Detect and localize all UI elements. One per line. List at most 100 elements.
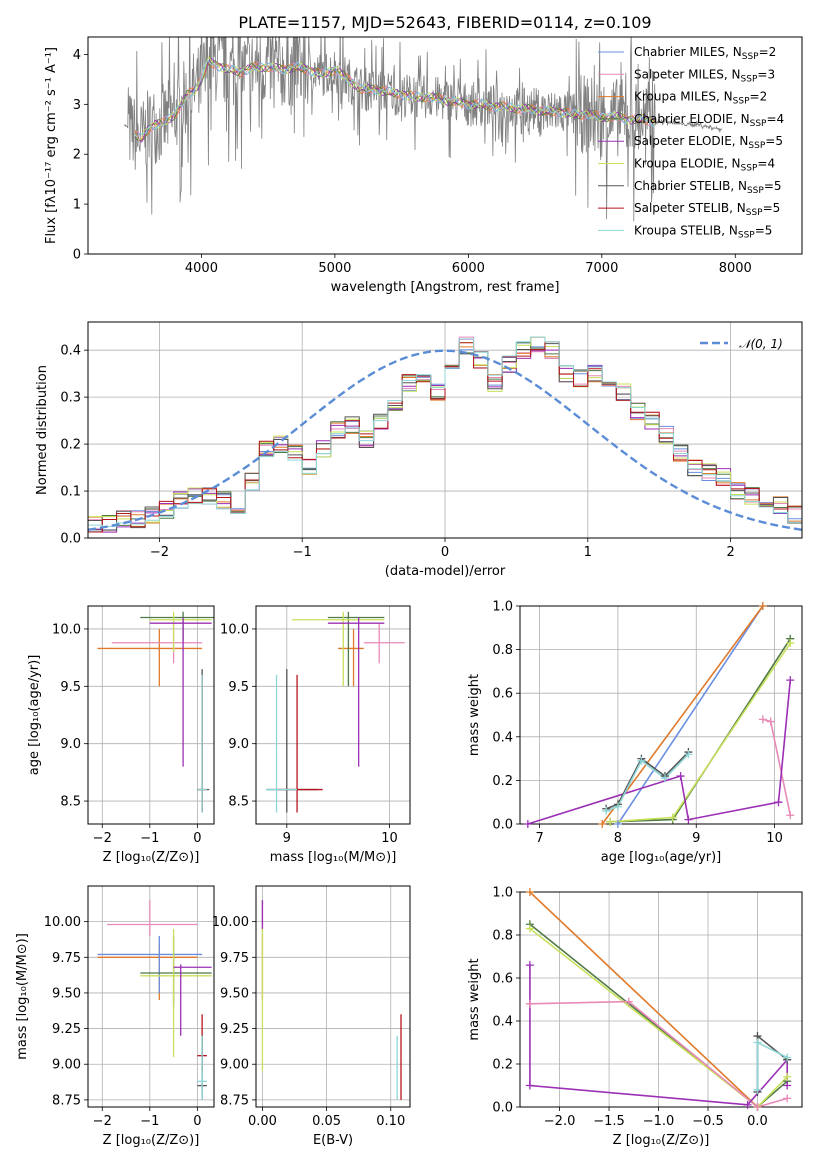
x-axis-label: (data-model)/error: [385, 564, 506, 579]
legend-count: =5: [765, 134, 783, 148]
x-tick-label: 1: [584, 545, 592, 560]
y-tick-label: 10.00: [212, 915, 249, 930]
weight-marker: [783, 1081, 792, 1090]
y-tick-label: 9.50: [52, 986, 81, 1001]
y-tick-label: 0.4: [492, 1015, 513, 1030]
y-tick-label: 9.0: [228, 737, 249, 752]
plot-area: [97, 900, 212, 1100]
x-tick-label: −1: [293, 545, 312, 560]
y-tick-label: 0.2: [492, 774, 513, 789]
legend-count: =4: [766, 112, 784, 126]
x-tick-label: 0: [441, 545, 449, 560]
legend-label: Salpeter STELIB, NSSP=5: [634, 201, 780, 218]
weight-marker: [676, 772, 685, 781]
model-spectrum-line: [134, 61, 655, 142]
weight-marker: [786, 676, 795, 685]
x-tick-label: 2: [726, 545, 734, 560]
legend-label: Chabrier STELIB, NSSP=5: [634, 179, 782, 196]
x-tick-label: 0.0: [747, 1114, 768, 1129]
x-tick-label: 0: [193, 1114, 201, 1129]
plot-area: [97, 611, 214, 813]
y-tick-label: 9.25: [220, 1022, 249, 1037]
weight-marker: [637, 756, 646, 765]
x-tick-label: −2: [93, 1114, 112, 1129]
x-tick-label: 10: [766, 831, 783, 846]
y-tick-label: 9.25: [52, 1022, 81, 1037]
legend-count: =5: [755, 223, 773, 237]
x-tick-label: −0.5: [692, 1114, 724, 1129]
weight-marker: [613, 802, 622, 811]
normal-legend-label: 𝒩(0, 1): [739, 337, 783, 351]
y-tick-label: 2: [73, 148, 81, 163]
legend-count: =4: [757, 157, 775, 171]
weight-marker: [613, 820, 622, 828]
weight-vs-Z-panel: −2.0 −1.5 −1.0 −0.5 0.0 0.0 0.2 0.4 0.6 0.8 1.0 Z […: [467, 886, 803, 1148]
plot-area: [261, 900, 402, 1100]
x-tick-label: 4000: [185, 261, 218, 276]
y-axis-label: mass weight: [467, 958, 482, 1040]
mass-vs-ebv-panel: 0.00 0.05 0.10 8.75 9.00 9.25 9.50 9.75 10.00 E(B…: [212, 885, 411, 1148]
weight-marker: [786, 811, 795, 820]
plot-area: [527, 606, 792, 824]
weight-marker: [753, 1085, 762, 1094]
y-tick-label: 0.3: [60, 391, 81, 406]
x-tick-label: −2.0: [544, 1114, 576, 1129]
legend-count: =2: [750, 90, 768, 104]
figure-title: PLATE=1157, MJD=52643, FIBERID=0114, z=0…: [238, 13, 651, 32]
x-axis-label: Z [log₁₀(Z/Z⊙)]: [103, 1133, 200, 1148]
y-tick-label: 8.5: [60, 795, 81, 810]
y-tick-label: 9.5: [60, 680, 81, 695]
x-tick-label: 0: [193, 831, 201, 846]
axes-frame: [519, 891, 803, 1108]
y-tick-label: 8.5: [228, 795, 249, 810]
x-axis-label: age [log₁₀(age/yr)]: [601, 850, 722, 865]
axes-frame: [255, 605, 411, 825]
legend-label: Salpeter ELODIE, NSSP=5: [634, 134, 783, 151]
x-tick-label: 7: [535, 831, 543, 846]
y-tick-label: 9.00: [52, 1058, 81, 1073]
weight-marker: [766, 717, 775, 726]
weight-series-line: [529, 892, 759, 1107]
weight-marker: [624, 997, 633, 1006]
legend-label: Chabrier MILES, NSSP=2: [634, 45, 776, 62]
weight-marker: [783, 1053, 792, 1062]
x-tick-label: 7000: [585, 261, 618, 276]
x-tick-label: −2: [150, 545, 169, 560]
y-tick-label: 9.0: [60, 737, 81, 752]
plot-area: [266, 611, 405, 813]
y-tick-label: 0: [73, 248, 81, 263]
y-tick-label: 9.75: [220, 951, 249, 966]
weight-marker: [743, 1100, 752, 1109]
x-tick-label: 9: [283, 831, 291, 846]
y-axis-label: mass weight: [467, 674, 482, 756]
x-axis-label: E(B-V): [313, 1133, 353, 1148]
axes-frame: [87, 605, 215, 825]
y-tick-label: 0.8: [492, 929, 513, 944]
weight-marker: [786, 639, 795, 648]
y-tick-label: 0.6: [492, 687, 513, 702]
weight-series-line: [529, 923, 788, 1107]
y-tick-label: 0.4: [60, 344, 81, 359]
y-tick-label: 0.8: [492, 643, 513, 658]
legend-count: =5: [763, 201, 781, 215]
x-tick-label: 0.00: [248, 1114, 277, 1129]
weight-marker: [753, 1103, 762, 1111]
x-tick-label: 10: [381, 831, 398, 846]
y-axis-label: mass [log₁₀(M/M⊙)]: [15, 933, 30, 1060]
x-tick-label: 9: [692, 831, 700, 846]
y-tick-label: 1.0: [492, 886, 513, 901]
weight-marker: [758, 602, 767, 610]
plot-area: [88, 336, 802, 533]
legend-subscript: SSP: [738, 230, 755, 240]
axes-frame: [255, 885, 411, 1108]
y-tick-label: 0.2: [60, 438, 81, 453]
weight-marker: [660, 774, 669, 783]
normal-reference-curve: [88, 349, 802, 531]
y-tick-label: 3: [73, 98, 81, 113]
mass-vs-Z-panel: −2 −1 0 8.75 9.00 9.25 9.50 9.75 10.00 Z [log₁₀(Z…: [15, 885, 215, 1148]
x-tick-label: −1: [140, 1114, 159, 1129]
y-tick-label: 8.75: [220, 1093, 249, 1108]
legend-subscript: SSP: [747, 186, 764, 196]
x-tick-label: 0.10: [376, 1114, 405, 1129]
weight-series-line: [529, 1000, 788, 1107]
